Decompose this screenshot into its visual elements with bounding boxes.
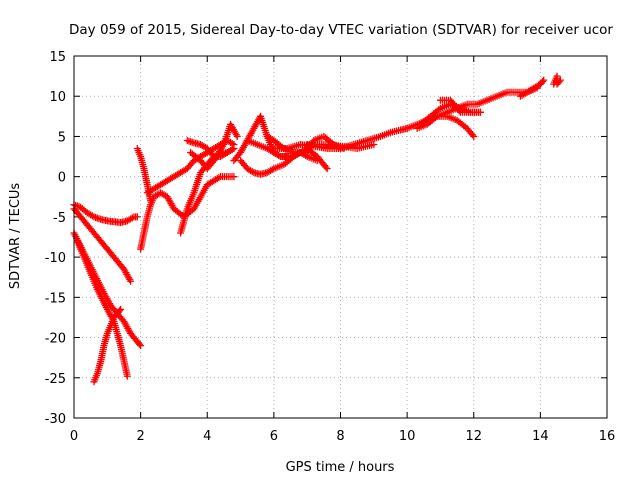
- series-6: [133, 145, 155, 205]
- series-23: [550, 72, 564, 88]
- data-point: [275, 152, 283, 160]
- y-tick-label: 10: [49, 90, 66, 105]
- series-2: [70, 205, 135, 285]
- y-tick-label: -10: [45, 251, 66, 266]
- data-point: [370, 140, 378, 148]
- y-tick-label: -5: [53, 211, 66, 226]
- data-point: [233, 132, 241, 140]
- data-point: [137, 342, 145, 350]
- x-tick-label: 16: [599, 429, 616, 444]
- x-tick-labels: 0 2 4 6 8 10 12 14 16: [70, 429, 615, 444]
- data-point: [230, 173, 238, 181]
- data-point: [455, 107, 463, 115]
- data-point: [136, 340, 144, 348]
- x-tick-label: 0: [70, 429, 78, 444]
- x-tick-label: 4: [203, 429, 211, 444]
- y-tick-label: -20: [45, 332, 66, 347]
- series-14: [243, 136, 321, 165]
- data-point: [228, 139, 236, 147]
- x-tick-label: 8: [336, 429, 344, 444]
- data-point: [322, 163, 330, 171]
- x-tick-label: 10: [399, 429, 416, 444]
- data-point: [556, 76, 564, 84]
- data-points: [70, 72, 564, 386]
- chart-title: Day 059 of 2015, Sidereal Day-to-day VTE…: [69, 22, 613, 38]
- data-point: [313, 157, 321, 165]
- data-point: [230, 145, 238, 153]
- series-17: [303, 140, 378, 153]
- series-21: [436, 96, 484, 116]
- data-point: [268, 166, 276, 174]
- series-8: [143, 136, 238, 197]
- data-point: [555, 77, 563, 85]
- data-point: [116, 307, 124, 315]
- series-7: [137, 173, 238, 253]
- y-tick-label: 0: [58, 171, 66, 186]
- x-axis-label: GPS time / hours: [286, 460, 395, 475]
- x-tick-label: 14: [532, 429, 549, 444]
- series-22: [516, 76, 548, 100]
- y-tick-labels: -30 -25 -20 -15 -10 -5 0 5 10 15: [45, 50, 66, 427]
- y-tick-label: -25: [45, 372, 66, 387]
- y-tick-label: 15: [49, 50, 66, 65]
- series-11: [187, 120, 241, 173]
- data-point: [468, 131, 476, 139]
- x-tick-label: 6: [270, 429, 278, 444]
- data-point: [540, 76, 548, 84]
- y-tick-label: 5: [58, 130, 66, 145]
- data-point: [117, 305, 125, 313]
- data-point: [88, 212, 96, 220]
- data-point: [128, 214, 136, 222]
- data-point: [215, 174, 223, 182]
- data-point: [127, 277, 135, 285]
- data-point: [435, 106, 443, 114]
- y-axis-label: SDTVAR / TECUs: [8, 183, 23, 290]
- series-5: [90, 305, 125, 386]
- data-point: [248, 168, 256, 176]
- x-tick-label: 2: [136, 429, 144, 444]
- data-point: [323, 165, 331, 173]
- data-point: [476, 108, 484, 116]
- y-tick-label: -30: [45, 412, 66, 427]
- plot-frame: [73, 55, 608, 419]
- x-tick-label: 12: [465, 429, 482, 444]
- series-19: [413, 112, 478, 140]
- data-point: [539, 77, 547, 85]
- y-tick-label: -15: [45, 291, 66, 306]
- data-point: [123, 372, 131, 380]
- series-1: [70, 201, 141, 227]
- data-point: [133, 213, 141, 221]
- data-point: [228, 146, 236, 154]
- grid: [73, 55, 608, 419]
- data-point: [470, 132, 478, 140]
